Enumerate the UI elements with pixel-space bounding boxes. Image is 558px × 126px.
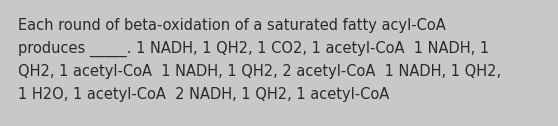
Text: Each round of beta-oxidation of a saturated fatty acyl-CoA: Each round of beta-oxidation of a satura… xyxy=(18,18,446,33)
Text: QH2, 1 acetyl-CoA  1 NADH, 1 QH2, 2 acetyl-CoA  1 NADH, 1 QH2,: QH2, 1 acetyl-CoA 1 NADH, 1 QH2, 2 acety… xyxy=(18,64,501,79)
Text: produces _____. 1 NADH, 1 QH2, 1 CO2, 1 acetyl-CoA  1 NADH, 1: produces _____. 1 NADH, 1 QH2, 1 CO2, 1 … xyxy=(18,41,489,57)
Text: 1 H2O, 1 acetyl-CoA  2 NADH, 1 QH2, 1 acetyl-CoA: 1 H2O, 1 acetyl-CoA 2 NADH, 1 QH2, 1 ace… xyxy=(18,87,389,102)
